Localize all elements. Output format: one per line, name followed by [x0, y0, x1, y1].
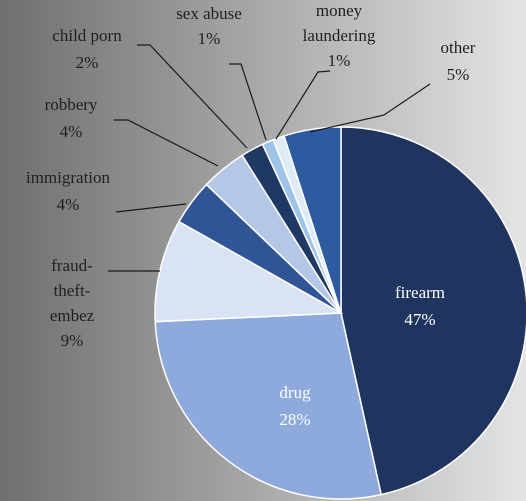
slice-name-label: laundering	[303, 26, 376, 45]
leader-line-robbery	[114, 119, 219, 167]
slice-value-label: 1%	[198, 29, 221, 48]
slice-label-immigration: immigration 4%	[26, 168, 111, 214]
slice-label-other: other 5%	[441, 38, 476, 84]
pie-slice-drug	[154, 312, 383, 500]
leader-line-immigration	[115, 203, 187, 213]
slice-name-label: immigration	[26, 168, 111, 187]
slices-group	[154, 126, 526, 500]
slice-value-label: 2%	[76, 53, 99, 72]
slice-label-drug: drug 28%	[279, 383, 311, 429]
slice-name-label: drug	[279, 383, 311, 402]
labels-group: firearm 47% drug 28% fraud-theft-embez 9% immi…	[26, 1, 476, 429]
leader-line-other	[309, 83, 431, 133]
slice-label-robbery: robbery 4%	[45, 95, 98, 141]
slice-name-label: embez	[50, 306, 95, 325]
slice-name-label: child porn	[52, 26, 122, 45]
slice-label-fraud-theft-embez: fraud-theft-embez 9%	[50, 256, 95, 350]
slice-name-label: robbery	[45, 95, 98, 114]
slice-name-label: sex abuse	[176, 4, 242, 23]
slice-label-sex-abuse: sex abuse 1%	[176, 4, 242, 48]
slice-value-label: 28%	[279, 410, 310, 429]
slice-value-label: 1%	[328, 51, 351, 70]
slice-value-label: 5%	[447, 65, 470, 84]
slice-label-child-porn: child porn 2%	[52, 26, 122, 72]
slice-name-label: other	[441, 38, 476, 57]
slice-value-label: 4%	[57, 195, 80, 214]
slice-label-firearm: firearm 47%	[395, 283, 445, 329]
leader-line-child-porn	[137, 44, 248, 149]
slice-name-label: money	[316, 1, 363, 20]
slice-name-label: fraud-	[51, 256, 93, 275]
slice-name-label: theft-	[54, 281, 91, 300]
leader-lines-group	[108, 44, 431, 272]
pie-slice-fraud-theft-embez	[154, 220, 344, 323]
pie-slice-other	[283, 126, 342, 314]
slice-label-money-laundering: money laundering 1%	[303, 1, 376, 70]
slice-value-label: 4%	[60, 122, 83, 141]
slice-value-label: 47%	[404, 310, 435, 329]
leader-line-money-laundering	[275, 70, 331, 140]
slice-value-label: 9%	[61, 331, 84, 350]
slice-name-label: firearm	[395, 283, 445, 302]
leader-line-sex-abuse	[229, 63, 267, 141]
